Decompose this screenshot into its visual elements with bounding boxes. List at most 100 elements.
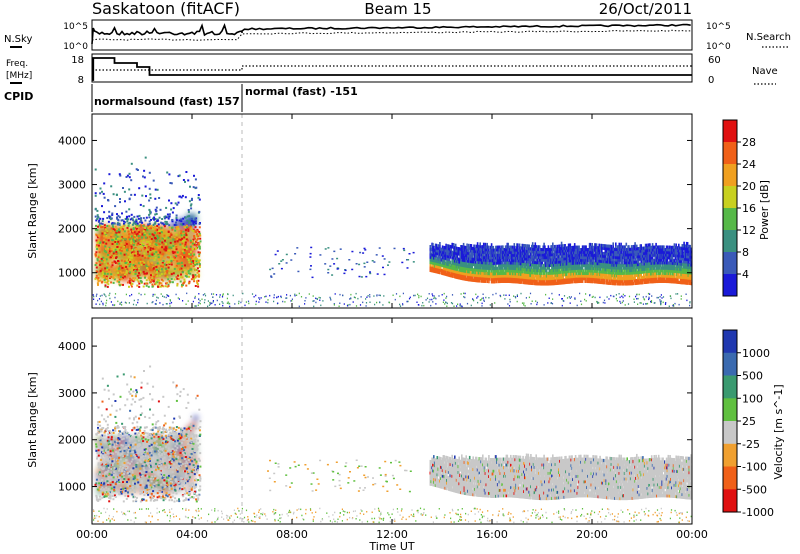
- near-range-pixel: [592, 295, 594, 298]
- day-echo-pixel: [105, 248, 107, 250]
- day-echo-pixel: [134, 265, 137, 268]
- day-echo-pixel: [142, 230, 145, 233]
- evening-pixel: [524, 275, 526, 279]
- evening-pixel: [503, 250, 506, 254]
- evening-pixel: [491, 280, 494, 284]
- day-echo-pixel: [103, 196, 106, 199]
- evening-pixel: [451, 242, 453, 246]
- evening-pixel: [577, 266, 579, 270]
- day-echo-pixel: [180, 273, 182, 276]
- evening-pixel: [506, 277, 509, 281]
- day-echo-pixel: [134, 237, 137, 240]
- evening-pixel: [510, 245, 513, 249]
- day-echo-pixel: [169, 182, 172, 184]
- day-echo-pixel: [137, 242, 140, 245]
- evening-pixel: [489, 272, 492, 276]
- evening-pixel: [568, 259, 571, 263]
- evening-pixel: [467, 278, 469, 282]
- day-echo-pixel: [103, 272, 106, 275]
- nsky-tick-bottom: 10^0: [63, 42, 88, 52]
- evening-pixel: [436, 246, 439, 250]
- evening-pixel: [431, 269, 433, 273]
- near-range-pixel: [109, 297, 111, 300]
- evening-pixel: [463, 245, 466, 249]
- day-echo-pixel: [148, 216, 151, 219]
- day-echo: [189, 214, 195, 219]
- day-echo-pixel: [130, 162, 133, 165]
- evening-pixel: [520, 270, 523, 274]
- evening-pixel: [468, 270, 470, 274]
- day-echo-pixel: [143, 261, 146, 264]
- evening-pixel: [469, 267, 472, 271]
- evening-pixel: [443, 253, 446, 257]
- day-echo-pixel: [194, 256, 197, 259]
- evening-pixel: [454, 272, 457, 276]
- evening-pixel: [558, 265, 560, 269]
- evening-pixel: [556, 258, 558, 262]
- evening-pixel: [535, 279, 537, 283]
- evening-pixel: [548, 263, 551, 267]
- evening-pixel: [526, 249, 529, 253]
- evening-pixel: [523, 257, 525, 261]
- evening-pixel: [580, 271, 582, 276]
- evening-pixel: [476, 242, 479, 246]
- evening-pixel: [431, 245, 433, 249]
- evening-pixel: [442, 272, 445, 276]
- day-echo-pixel: [151, 233, 154, 236]
- day-echo-pixel: [166, 261, 169, 264]
- evening-pixel: [457, 252, 460, 256]
- evening-pixel: [559, 252, 561, 256]
- evening-pixel: [510, 261, 512, 265]
- evening-pixel: [568, 280, 571, 284]
- evening-pixel: [559, 271, 561, 275]
- evening-pixel: [559, 263, 561, 267]
- day-echo-pixel: [141, 245, 143, 248]
- midday-pixel: [362, 252, 365, 254]
- day-echo-pixel: [158, 259, 161, 262]
- evening-pixel: [491, 246, 494, 250]
- day-echo-pixel: [94, 192, 97, 195]
- near-range-pixel: [199, 300, 201, 302]
- evening-pixel: [440, 258, 443, 262]
- evening-pixel: [533, 268, 536, 272]
- near-range-pixel: [264, 296, 266, 298]
- evening-pixel: [488, 258, 490, 263]
- evening-pixel: [463, 251, 466, 255]
- evening-pixel: [531, 263, 534, 267]
- day-echo-pixel: [198, 245, 201, 248]
- evening-pixel: [435, 249, 438, 253]
- evening-pixel: [485, 245, 488, 249]
- evening-pixel: [552, 245, 554, 249]
- evening-pixel: [429, 255, 432, 259]
- evening-pixel: [460, 250, 462, 254]
- evening-pixel: [580, 253, 582, 257]
- evening-pixel: [489, 269, 491, 273]
- near-range-pixel: [163, 296, 165, 298]
- evening-pixel: [547, 266, 550, 270]
- day-echo-pixel: [118, 237, 121, 240]
- evening-pixel: [509, 253, 511, 257]
- day-echo-pixel: [195, 186, 198, 189]
- evening-pixel: [542, 248, 544, 252]
- evening-pixel: [475, 276, 477, 280]
- day-echo-pixel: [176, 238, 179, 241]
- evening-pixel: [549, 255, 551, 259]
- near-range-pixel: [649, 293, 651, 295]
- evening-pixel: [545, 274, 547, 278]
- midday-pixel: [412, 261, 415, 263]
- evening-pixel: [526, 252, 529, 256]
- day-echo-pixel: [111, 254, 113, 257]
- evening-pixel: [436, 262, 439, 266]
- evening-pixel: [484, 245, 487, 249]
- evening-pixel: [538, 247, 540, 252]
- day-echo-pixel: [155, 282, 158, 285]
- near-range-pixel: [105, 295, 107, 298]
- day-echo-pixel: [116, 235, 119, 238]
- evening-pixel: [468, 278, 470, 282]
- evening-pixel: [573, 256, 575, 260]
- day-echo-pixel: [101, 271, 104, 274]
- near-range-pixel: [459, 304, 461, 307]
- evening-pixel: [535, 255, 537, 259]
- day-echo-pixel: [148, 279, 151, 281]
- evening-pixel: [494, 253, 496, 257]
